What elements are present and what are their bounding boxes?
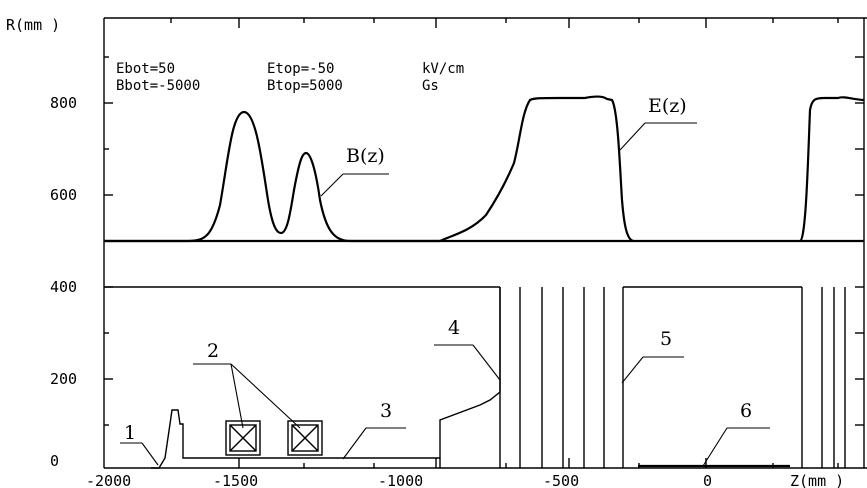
x-ticks-bottom [238, 458, 839, 468]
callout-3: 3 [342, 400, 406, 460]
callout-2: 2 [193, 340, 301, 429]
y-tick-label-600: 600 [50, 186, 77, 204]
e-curve-label: E(z) [648, 95, 687, 117]
y-axis-label: R(mm ) [6, 16, 60, 34]
callout-label-3: 3 [380, 400, 392, 422]
x-ticks-top [170, 18, 839, 28]
e-field-curve-2 [798, 96, 865, 243]
callout-1: 1 [120, 422, 159, 466]
x-tick-label-neg2000: -2000 [86, 472, 131, 488]
x-axis-label: Z(mm ) [790, 472, 844, 488]
y-ticks-right [855, 56, 864, 426]
callout-4: 4 [434, 317, 501, 381]
callout-6: 6 [702, 400, 770, 467]
y-tick-label-200: 200 [50, 370, 77, 388]
x-tick-label-0: 0 [703, 472, 712, 488]
b-curve-leader [320, 173, 344, 197]
parameter-block: Ebot=50 Etop=-50 kV/cm Bbot=-5000 Btop=5… [116, 61, 464, 94]
callout-label-5: 5 [660, 328, 672, 350]
callout-label-4: 4 [448, 317, 460, 339]
callout-label-2: 2 [207, 340, 219, 362]
callout-label-1: 1 [124, 422, 136, 444]
y-tick-label-400: 400 [50, 278, 77, 296]
x-tick-label-neg500: -500 [543, 472, 579, 488]
b-field-curve [104, 110, 440, 243]
param-b-unit: Gs [422, 78, 439, 94]
chamber-geometry [104, 286, 846, 469]
coil-2 [287, 420, 323, 456]
param-ebot: Ebot=50 [116, 61, 175, 77]
y-tick-label-0: 0 [50, 452, 59, 470]
x-tick-label-neg1000: -1000 [378, 472, 423, 488]
coil-1 [225, 420, 261, 456]
callout-5: 5 [621, 328, 684, 384]
param-etop: Etop=-50 [267, 61, 334, 77]
e-field-curve-1 [439, 95, 635, 243]
b-curve-label: B(z) [346, 145, 385, 167]
e-curve-leader [619, 122, 646, 151]
callout-label-6: 6 [740, 400, 752, 422]
x-tick-label-neg1500: -1500 [213, 472, 258, 488]
param-bbot: Bbot=-5000 [116, 78, 200, 94]
param-btop: Btop=5000 [267, 78, 343, 94]
param-e-unit: kV/cm [422, 61, 464, 77]
y-tick-label-800: 800 [50, 94, 77, 112]
